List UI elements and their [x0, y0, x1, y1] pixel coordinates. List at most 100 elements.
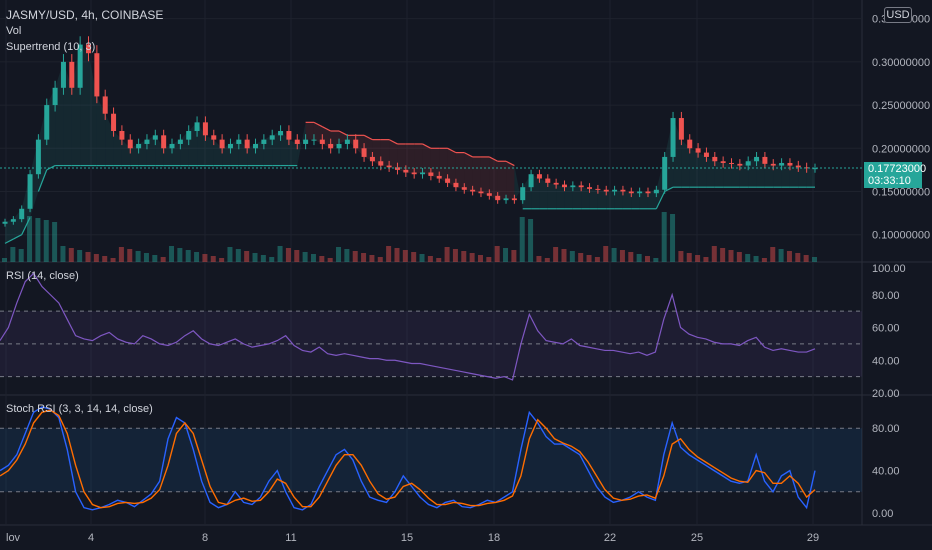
time-axis-label: 29: [807, 532, 819, 544]
candle-body: [2, 221, 8, 224]
volume-bar: [361, 253, 367, 262]
volume-bar: [118, 247, 124, 262]
candle-body: [319, 139, 325, 144]
volume-bar: [770, 247, 776, 262]
candle-body: [420, 172, 426, 175]
candle-body: [278, 131, 284, 136]
supertrend-line: [363, 134, 373, 141]
volume-bar: [611, 248, 617, 262]
volume-bar: [494, 246, 500, 262]
time-axis-label: 22: [604, 532, 616, 544]
candle-body: [386, 165, 392, 168]
candle-body: [227, 143, 233, 149]
volume-bar: [686, 253, 692, 262]
volume-bar: [185, 250, 191, 262]
candle-body: [728, 162, 734, 164]
candle-body: [678, 118, 684, 140]
candle-body: [144, 139, 150, 144]
supertrend-fill: [88, 53, 97, 166]
candle-body: [670, 118, 676, 157]
supertrend-fill: [631, 191, 640, 209]
volume-bar: [644, 256, 650, 262]
volume-bar: [160, 257, 166, 262]
supertrend-fill: [422, 143, 431, 176]
supertrend-fill: [698, 152, 707, 188]
supertrend-fill: [313, 122, 323, 144]
volume-bar: [344, 249, 350, 262]
supertrend-fill: [439, 148, 448, 183]
candle-body: [528, 174, 534, 188]
candle-body: [745, 161, 751, 166]
supertrend-fill: [781, 162, 790, 188]
candle-body: [60, 61, 66, 88]
supertrend-fill: [414, 143, 423, 175]
supertrend-fill: [464, 152, 473, 192]
supertrend-fill: [589, 188, 598, 209]
rsi-indicator-label[interactable]: RSI (14, close): [6, 270, 79, 282]
symbol-title[interactable]: JASMY/USD, 4h, COINBASE: [6, 8, 164, 22]
supertrend-fill: [606, 189, 615, 209]
supertrend-fill: [5, 219, 14, 244]
candle-body: [461, 187, 467, 190]
volume-bar: [77, 250, 83, 262]
candle-body: [194, 122, 200, 131]
candle-body: [294, 139, 300, 144]
candle-body: [495, 195, 501, 201]
supertrend-indicator-label[interactable]: Supertrend (10, 3): [6, 41, 96, 53]
supertrend-line: [322, 126, 331, 132]
candle-body: [102, 96, 108, 114]
supertrend-line: [338, 130, 348, 136]
rsi-line: [0, 272, 816, 381]
volume-bar: [745, 254, 751, 262]
volume-bar: [202, 254, 208, 262]
candle-body: [754, 156, 760, 162]
stoch-rsi-indicator-label[interactable]: Stoch RSI (3, 3, 14, 14, close): [6, 403, 153, 415]
candle-body: [44, 105, 50, 140]
supertrend-fill: [581, 187, 590, 209]
supertrend-fill: [121, 139, 131, 166]
supertrend-fill: [773, 162, 782, 188]
candle-body: [303, 139, 309, 144]
supertrend-fill: [723, 162, 732, 188]
price-axis-label: 0.20000000: [872, 143, 930, 155]
volume-bar: [252, 253, 258, 262]
supertrend-fill: [614, 189, 623, 209]
volume-bar: [302, 252, 308, 262]
candle-body: [787, 162, 793, 166]
candle-body: [770, 163, 776, 166]
candle-body: [111, 113, 117, 131]
supertrend-fill: [764, 163, 774, 188]
volume-bar: [753, 256, 759, 262]
volume-bar: [761, 258, 767, 262]
volume-bar: [519, 217, 525, 262]
currency-button[interactable]: USD: [884, 7, 912, 23]
candle-body: [52, 87, 58, 106]
price-axis-label: 0.10000000: [872, 230, 930, 242]
candle-body: [344, 139, 350, 144]
volume-indicator-label[interactable]: Vol: [6, 25, 22, 37]
candle-body: [411, 172, 417, 175]
candle-body: [69, 61, 75, 88]
volume-bar: [436, 258, 442, 262]
price-axis-label: 0.25000000: [872, 100, 930, 112]
volume-bar: [503, 248, 509, 262]
volume-bar: [210, 256, 216, 262]
candle-body: [511, 198, 517, 201]
rsi-axis-label: 20.00: [872, 388, 900, 400]
candle-body: [445, 178, 451, 183]
candle-body: [244, 139, 250, 149]
candle-body: [628, 191, 634, 194]
volume-bar: [419, 254, 425, 262]
supertrend-line: [21, 217, 31, 235]
candle-body: [737, 163, 743, 166]
candle-body: [261, 139, 267, 144]
candle-body: [662, 156, 668, 190]
time-axis-label: 18: [488, 532, 500, 544]
candle-body: [169, 143, 175, 149]
volume-bar: [578, 253, 584, 262]
candle-body: [545, 178, 551, 183]
volume-bar: [653, 258, 659, 262]
volume-bar: [219, 258, 225, 262]
candle-body: [86, 44, 92, 54]
